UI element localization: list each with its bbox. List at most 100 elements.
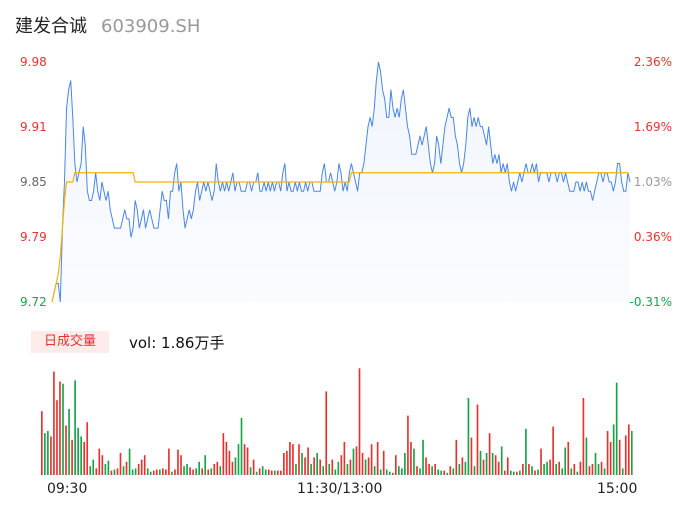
- volume-bar: [292, 444, 294, 475]
- volume-bar: [198, 461, 200, 475]
- volume-bar: [546, 461, 548, 475]
- volume-bar: [80, 436, 82, 475]
- volume-bar: [316, 453, 318, 475]
- volume-bar: [101, 455, 104, 475]
- volume-bar: [95, 468, 98, 475]
- volume-bar: [213, 464, 216, 475]
- volume-bar: [558, 461, 561, 475]
- volume-bar: [552, 426, 554, 475]
- volume-bar: [183, 466, 185, 475]
- volume-bar: [125, 461, 128, 475]
- stock-name: 建发合诚: [15, 16, 87, 37]
- volume-bar: [509, 470, 512, 475]
- volume-bar: [228, 450, 231, 475]
- volume-bar: [528, 464, 530, 475]
- volume-bar: [122, 466, 125, 475]
- volume-bars: [41, 368, 633, 475]
- volume-bar: [310, 464, 312, 475]
- volume-bar: [216, 461, 219, 475]
- volume-bar: [567, 442, 570, 475]
- volume-bar: [482, 459, 485, 475]
- volume-bar: [494, 455, 497, 475]
- volume-bar: [210, 468, 213, 475]
- volume-bar: [207, 469, 210, 475]
- volume-bar: [379, 469, 382, 475]
- volume-bar: [301, 453, 303, 475]
- volume-bar: [56, 400, 58, 475]
- volume-bar: [334, 469, 337, 475]
- volume-bar: [44, 433, 46, 475]
- volume-bar: [355, 446, 358, 475]
- volume-bar: [283, 453, 285, 475]
- volume-bar: [137, 464, 140, 475]
- percent-tick-label: 0.36%: [633, 230, 672, 245]
- volume-bar: [168, 448, 170, 475]
- volume-bar: [289, 442, 291, 475]
- time-tick-label: 09:30: [47, 481, 88, 497]
- volume-bar: [376, 442, 379, 475]
- volume-bar: [570, 468, 573, 475]
- volume-bar: [149, 471, 152, 475]
- volume-text: vol: 1.86万手: [129, 334, 225, 352]
- volume-bar: [165, 469, 167, 475]
- volume-bar: [467, 398, 470, 475]
- volume-bar: [630, 431, 633, 475]
- price-line: [51, 61, 631, 303]
- volume-bar: [68, 409, 70, 475]
- volume-bar: [65, 425, 67, 475]
- volume-bar: [485, 453, 488, 475]
- volume-bar: [234, 457, 237, 475]
- volume-bar: [425, 457, 427, 475]
- volume-bar: [237, 444, 240, 475]
- volume-bar: [180, 455, 182, 475]
- volume-bar: [582, 398, 585, 475]
- volume-bar: [276, 470, 279, 475]
- volume-bar: [131, 469, 134, 475]
- volume-bar: [600, 461, 603, 475]
- volume-bar: [416, 466, 418, 475]
- volume-bar: [594, 453, 597, 475]
- volume-bar: [152, 470, 155, 475]
- volume-bar: [53, 371, 55, 475]
- volume-bar: [62, 383, 64, 475]
- volume-bar: [522, 464, 524, 475]
- volume-bar: [50, 436, 52, 475]
- volume-bar: [615, 382, 618, 475]
- volume-bar: [443, 470, 446, 475]
- volume-bar: [464, 461, 467, 475]
- volume-bar: [89, 466, 92, 475]
- stock-title: 建发合诚 603909.SH: [15, 12, 200, 38]
- volume-bar: [146, 468, 149, 475]
- price-tick-label: 9.98: [20, 55, 47, 69]
- price-tick-label: 9.91: [20, 119, 47, 134]
- volume-bar: [449, 466, 452, 475]
- price-tick-label: 9.79: [20, 230, 47, 245]
- volume-bar: [240, 417, 243, 475]
- volume-bar: [446, 472, 449, 475]
- volume-bar: [534, 470, 536, 475]
- price-tick-label: 9.72: [20, 295, 47, 309]
- volume-bar: [385, 469, 388, 475]
- volume-bar: [47, 431, 49, 475]
- volume-bar: [597, 464, 600, 475]
- volume-bar: [143, 455, 146, 475]
- volume-bar: [609, 442, 612, 475]
- volume-bar: [222, 433, 225, 475]
- volume-bar: [140, 459, 143, 475]
- volume-bar: [128, 448, 131, 475]
- volume-bar: [410, 442, 412, 475]
- volume-bar: [113, 469, 116, 475]
- volume-bar: [325, 391, 328, 475]
- volume-bar: [461, 457, 464, 475]
- volume-bar: [313, 457, 315, 475]
- volume-bar: [304, 457, 306, 475]
- volume-bar: [537, 469, 539, 475]
- volume-tag: 日成交量: [31, 331, 109, 353]
- volume-bar: [74, 380, 76, 475]
- volume-bar: [104, 464, 107, 475]
- volume-bar: [413, 448, 415, 475]
- volume-bar: [77, 427, 79, 475]
- volume-bar: [612, 424, 615, 475]
- volume-bar: [519, 470, 521, 475]
- volume-bar: [171, 471, 173, 475]
